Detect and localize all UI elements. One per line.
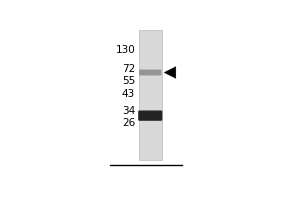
Text: 130: 130 [116, 45, 135, 55]
Text: 26: 26 [122, 118, 135, 128]
Text: 72: 72 [122, 64, 135, 74]
FancyBboxPatch shape [138, 110, 162, 121]
Bar [139, 30, 162, 160]
Polygon shape [164, 67, 176, 78]
FancyBboxPatch shape [139, 70, 161, 75]
Text: 43: 43 [122, 89, 135, 99]
Text: 55: 55 [122, 76, 135, 86]
Text: 34: 34 [122, 106, 135, 116]
